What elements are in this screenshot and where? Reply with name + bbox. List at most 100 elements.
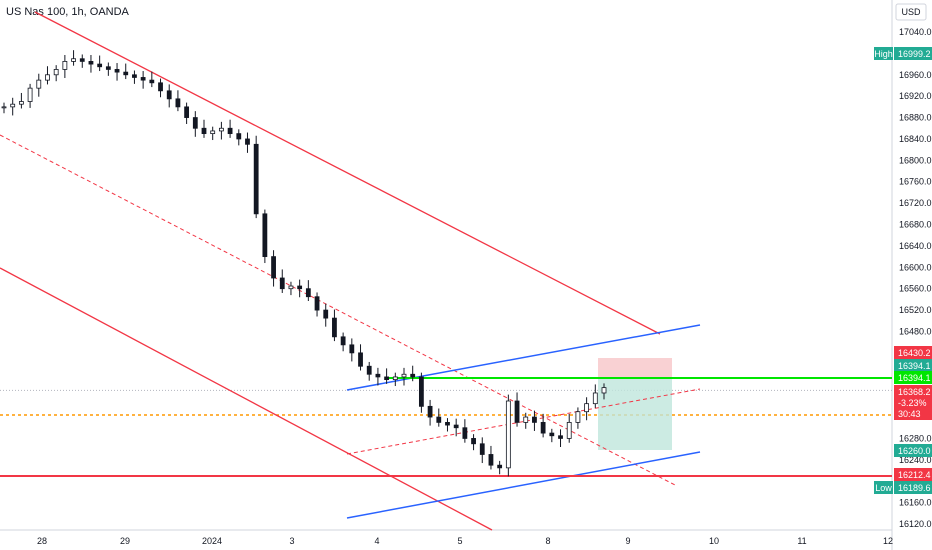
candle-body <box>453 424 459 429</box>
candle-body <box>427 405 433 418</box>
price-tag-value: 16189.6 <box>898 483 931 493</box>
candle-body <box>462 427 468 439</box>
price-tag-bg <box>894 385 932 420</box>
price-tag-value: 16212.4 <box>898 470 931 480</box>
candle-body <box>184 106 190 118</box>
candle-body <box>497 464 503 469</box>
price-tag-value: 16394.1 <box>898 361 931 371</box>
y-tick-label: 16920.0 <box>899 91 932 101</box>
candle-body <box>218 127 224 132</box>
x-tick-label: 9 <box>625 536 630 546</box>
candle-body <box>340 336 346 346</box>
channel-lower-line <box>0 267 493 531</box>
candle-body <box>384 376 390 381</box>
x-tick-label: 12 <box>883 536 893 546</box>
candle-body <box>71 58 76 62</box>
price-tag: 16212.4 <box>894 468 932 481</box>
price-tag-value: 16394.1 <box>898 373 931 383</box>
y-tick-label: 16720.0 <box>899 198 932 208</box>
candle-body <box>505 400 511 469</box>
y-tick-label: 16560.0 <box>899 284 932 294</box>
blue-channel-upper <box>346 324 701 391</box>
candle-body <box>592 392 598 405</box>
candle-body <box>271 256 276 279</box>
candle-body <box>227 127 233 135</box>
price-tag-bg <box>894 371 932 384</box>
x-tick-label: 10 <box>709 536 719 546</box>
candle-body <box>488 454 494 466</box>
candle-body <box>549 432 555 437</box>
price-tag: 16260.0 <box>894 444 932 457</box>
x-tick-label: 8 <box>545 536 550 546</box>
candle-body <box>558 435 563 439</box>
price-tag-bg <box>894 346 932 359</box>
candle-body <box>418 376 424 407</box>
x-tick-label: 4 <box>374 536 379 546</box>
candle-body <box>401 373 407 378</box>
price-tag: High 16999.2 <box>874 47 932 60</box>
x-tick-label: 28 <box>37 536 47 546</box>
y-tick-label: 16520.0 <box>899 305 932 315</box>
candle-body <box>297 285 303 290</box>
candle-body <box>262 213 268 258</box>
candle-body <box>18 101 24 105</box>
price-tag-bg <box>894 359 932 372</box>
y-tick-label: 16840.0 <box>899 134 932 144</box>
price-tag-value: 16999.2 <box>898 49 931 59</box>
price-tag-label-bg <box>874 481 893 494</box>
candle-body <box>114 69 120 73</box>
candle-body <box>314 296 320 311</box>
candle-body <box>201 127 207 135</box>
candle-body <box>53 69 59 76</box>
candle-body <box>575 411 581 423</box>
candle-body <box>36 79 42 89</box>
candle-body <box>166 90 172 100</box>
candle-body <box>358 352 363 367</box>
candle-body <box>323 309 329 319</box>
price-tag-bg <box>894 444 932 457</box>
take-profit-zone <box>598 378 672 450</box>
blue-channel-mid <box>346 388 701 455</box>
candle-body <box>471 438 476 445</box>
x-tick-label: 2024 <box>202 536 222 546</box>
candle-body <box>375 373 381 378</box>
y-tick-label: 16960.0 <box>899 70 932 80</box>
channel-upper-line <box>34 11 661 335</box>
candle-body <box>149 79 155 84</box>
price-tag: 16394.1 <box>894 359 932 372</box>
channel-mid-line <box>0 134 676 486</box>
x-tick-label: 29 <box>120 536 130 546</box>
candle-body <box>584 403 590 413</box>
y-tick-label: 16480.0 <box>899 326 932 336</box>
candle-body <box>601 387 607 394</box>
candle-body <box>97 63 103 68</box>
price-tag-bg <box>894 468 932 481</box>
candle-body <box>566 421 572 439</box>
y-tick-label: 16640.0 <box>899 241 932 251</box>
candle-body <box>436 416 442 423</box>
x-tick-label: 5 <box>457 536 462 546</box>
chart-title: US Nas 100, 1h, OANDA <box>6 6 129 18</box>
x-tick-label: 3 <box>289 536 294 546</box>
candle-body <box>279 277 285 290</box>
y-tick-label: 16120.0 <box>899 519 932 529</box>
candle-body <box>88 61 94 65</box>
price-tag-value: 16430.2 <box>898 348 931 358</box>
y-tick-label: 16680.0 <box>899 220 932 230</box>
candle-body <box>210 130 216 135</box>
blue-channel-lower <box>346 451 701 519</box>
candle-body <box>158 82 163 92</box>
svg-text:USD: USD <box>901 7 921 17</box>
price-tag: Low 16189.6 <box>874 481 932 494</box>
candle-body <box>79 58 85 62</box>
price-tag-label-bg <box>874 47 893 60</box>
price-tag-label: High <box>874 49 893 59</box>
candle-body <box>62 61 68 70</box>
price-tag-value: 16368.2 <box>898 387 931 397</box>
price-tag-bg <box>894 481 932 494</box>
currency-label[interactable]: USD <box>895 3 927 21</box>
y-tick-label: 16880.0 <box>899 113 932 123</box>
candle-body <box>1 106 7 109</box>
candle-body <box>10 103 16 108</box>
